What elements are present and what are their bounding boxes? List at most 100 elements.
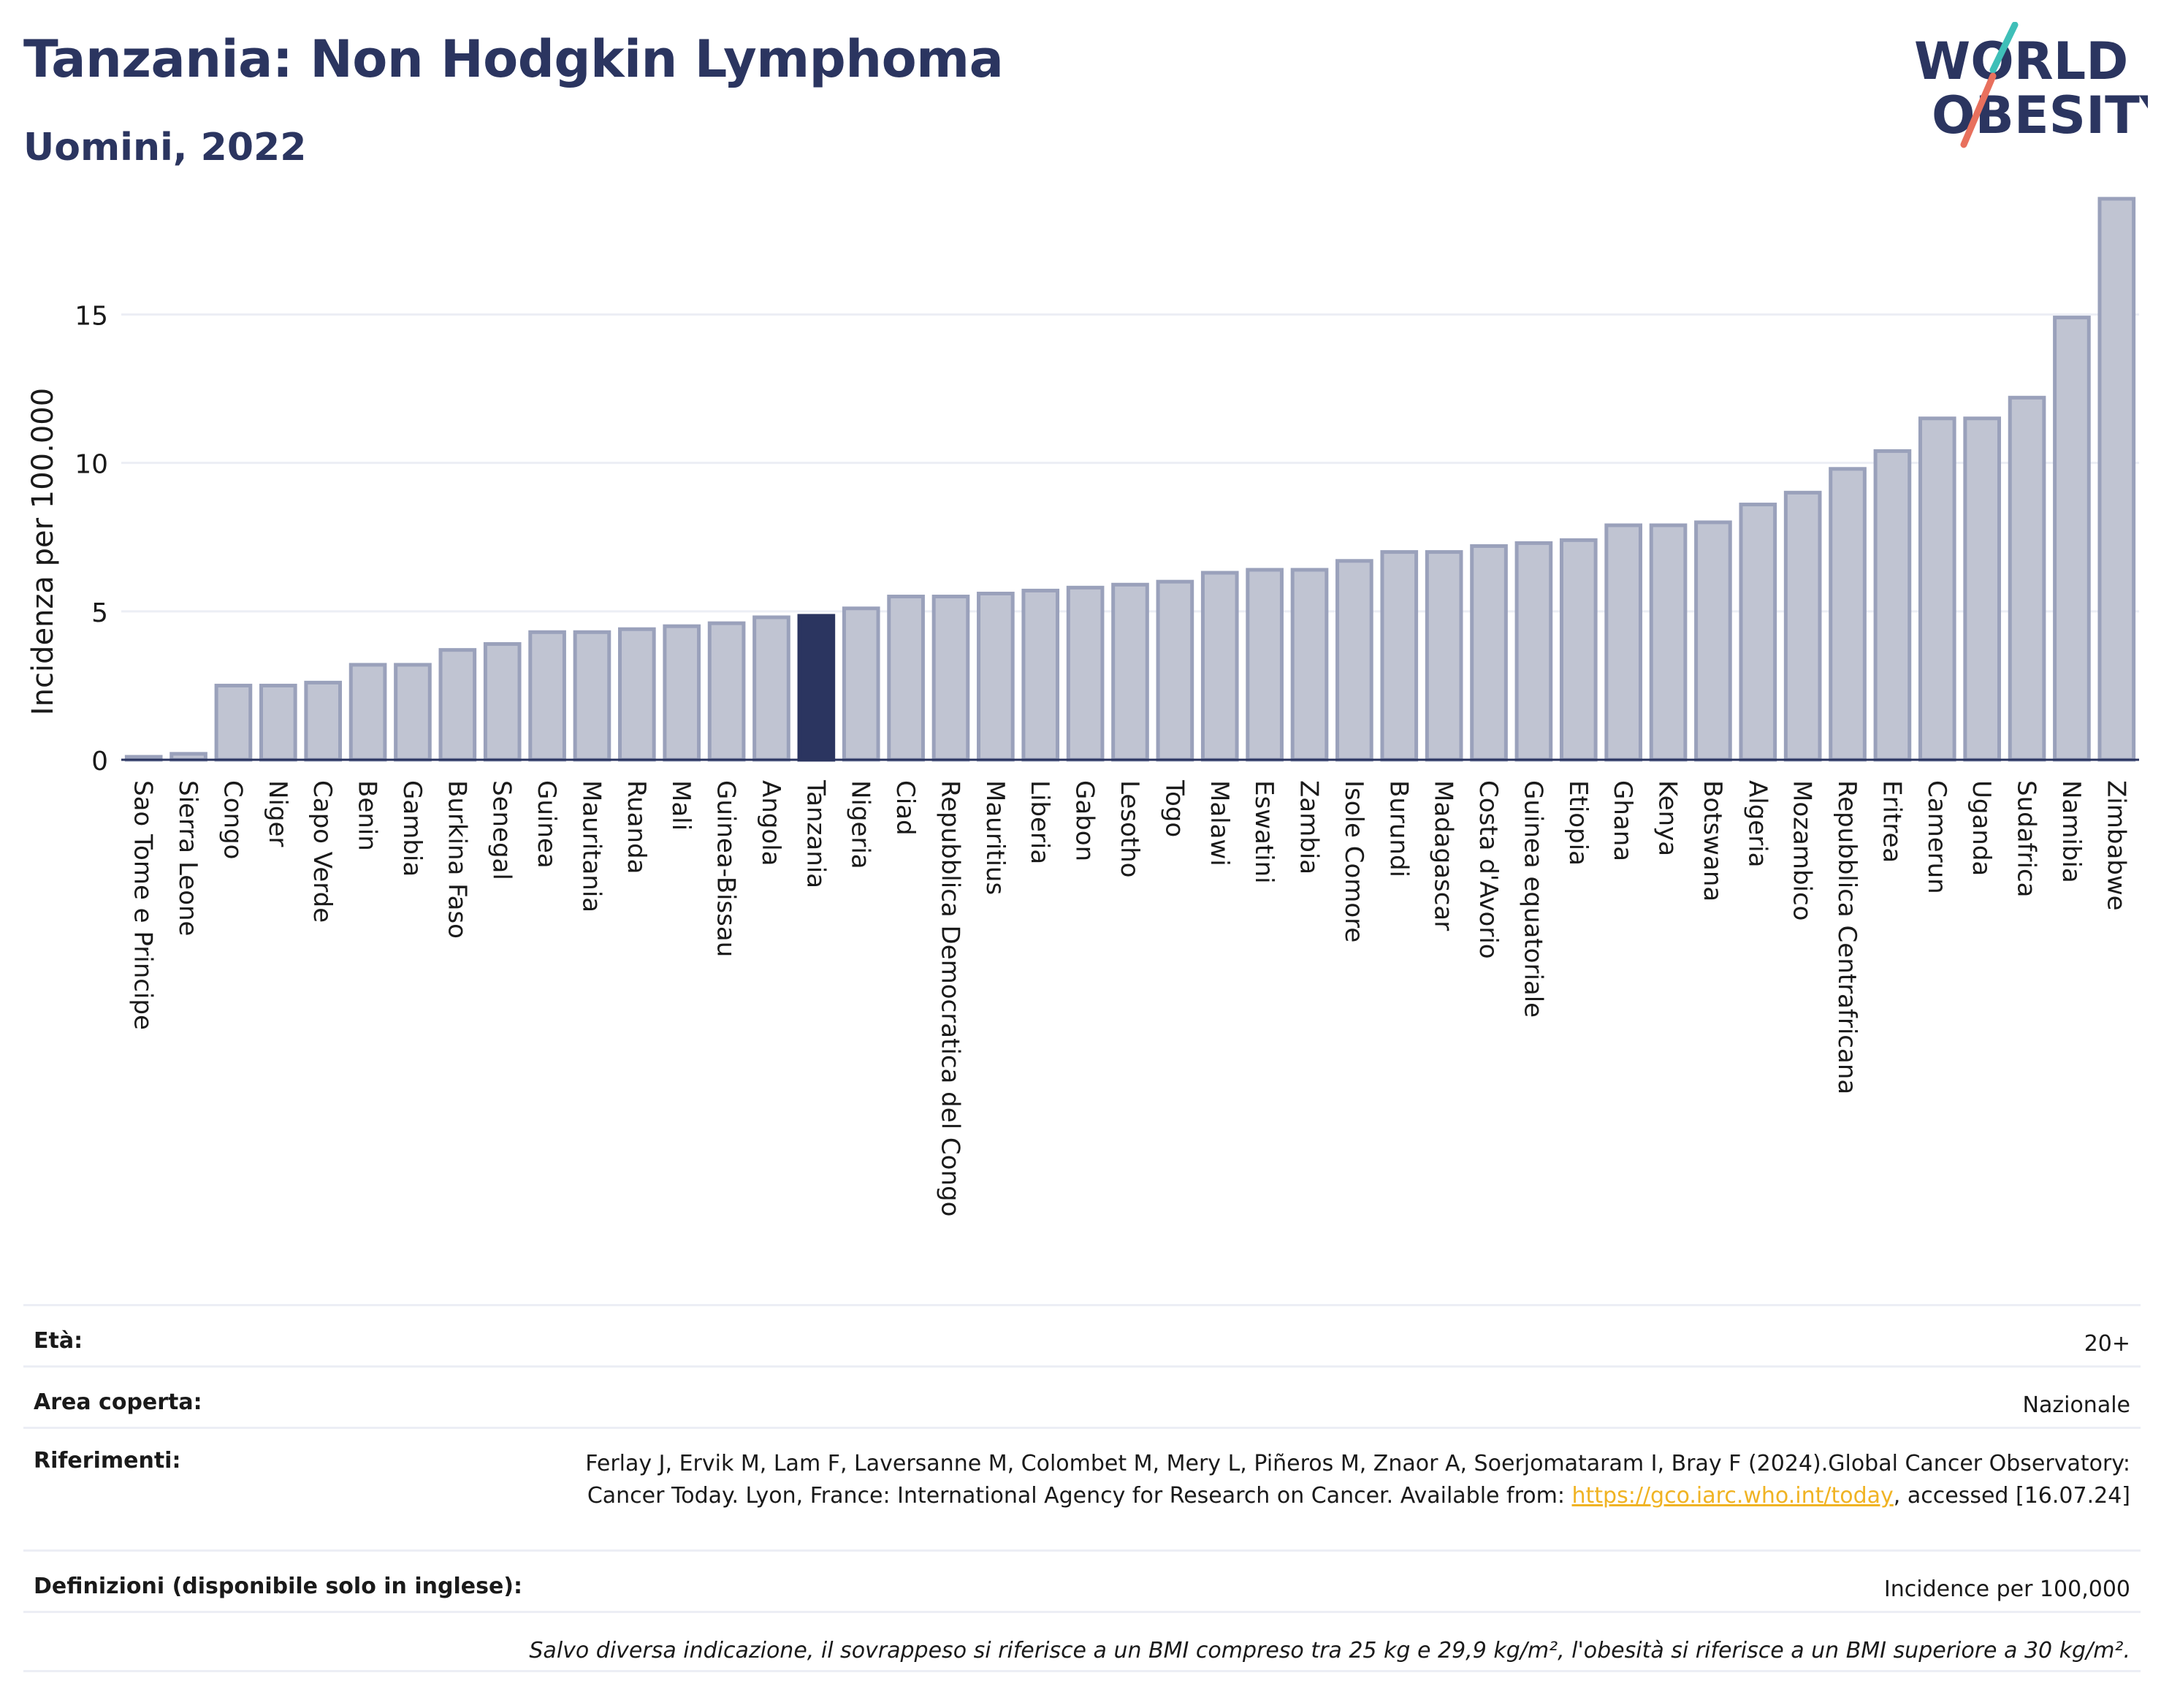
x-tick-label: Repubblica Democratica del Congo	[935, 780, 964, 1216]
y-tick-label: 0	[91, 747, 108, 777]
bar-camerun[interactable]	[1918, 416, 1956, 762]
y-tick-label: 15	[75, 302, 108, 332]
bar-mauritius[interactable]	[977, 591, 1015, 762]
bar-botswana[interactable]	[1694, 520, 1732, 762]
info-row-references: Riferimenti: Ferlay J, Ervik M, Lam F, L…	[23, 1427, 2141, 1549]
x-tick-label: Gabon	[1070, 780, 1099, 861]
x-tick-label: Mauritania	[576, 780, 606, 912]
bar-mozambico[interactable]	[1783, 490, 1822, 762]
x-tick-label: Sierra Leone	[173, 780, 202, 936]
bar-repubblica-democratica-del-congo[interactable]	[931, 595, 970, 762]
logo-slash-coral-icon	[1960, 72, 1997, 148]
bar-angola[interactable]	[752, 615, 790, 762]
bar-lesotho[interactable]	[1111, 582, 1149, 762]
bar-isole-comore[interactable]	[1335, 559, 1373, 762]
x-tick-label: Guinea	[532, 780, 561, 869]
bar-etiopia[interactable]	[1559, 538, 1598, 762]
x-tick-label: Eritrea	[1877, 780, 1906, 863]
bar-zimbabwe[interactable]	[2097, 197, 2136, 762]
definitions-label: Definizioni (disponibile solo in inglese…	[34, 1574, 522, 1599]
bar-burundi[interactable]	[1380, 550, 1419, 762]
bar-uganda[interactable]	[1963, 416, 2002, 762]
area-label: Area coperta:	[34, 1389, 202, 1415]
info-row-area: Area coperta: Nazionale	[23, 1365, 2141, 1427]
logo-slash-teal-icon	[1989, 22, 2019, 74]
bar-repubblica-centrafricana[interactable]	[1829, 467, 1867, 762]
x-tick-label: Capo Verde	[308, 780, 337, 923]
y-axis-label: Incidenza per 100.000	[26, 388, 60, 715]
bar-gambia[interactable]	[394, 663, 432, 762]
bar-niger[interactable]	[259, 683, 297, 762]
bar-malawi[interactable]	[1200, 571, 1239, 762]
bar-ghana[interactable]	[1604, 523, 1642, 762]
x-tick-label: Kenya	[1653, 780, 1682, 856]
x-tick-label: Nigeria	[846, 780, 875, 869]
y-tick-label: 5	[91, 598, 108, 628]
x-tick-label: Liberia	[1025, 780, 1054, 864]
bar-namibia[interactable]	[2053, 316, 2091, 762]
references-link[interactable]: https://gco.iarc.who.int/today	[1571, 1483, 1894, 1509]
world-obesity-logo: WORLD OBESITY	[1914, 22, 2148, 148]
x-tick-label: Tanzania	[801, 779, 830, 888]
bar-mali[interactable]	[663, 624, 701, 762]
x-tick-label: Camerun	[1922, 780, 1951, 894]
x-tick-label: Guinea-Bissau	[712, 780, 741, 957]
bar-eritrea[interactable]	[1873, 449, 1912, 762]
bar-mauritania[interactable]	[573, 630, 611, 762]
x-tick-label: Isole Comore	[1339, 780, 1368, 942]
definitions-value: Incidence per 100,000	[1883, 1577, 2130, 1602]
x-tick-label: Etiopia	[1563, 780, 1593, 866]
bar-eswatini[interactable]	[1246, 568, 1284, 762]
bar-guinea-equatoriale[interactable]	[1514, 541, 1553, 762]
bar-togo[interactable]	[1156, 579, 1194, 762]
bar-liberia[interactable]	[1021, 588, 1060, 762]
x-tick-label: Burundi	[1384, 780, 1413, 877]
bar-ciad[interactable]	[887, 595, 925, 762]
x-tick-label: Burkina Faso	[442, 780, 471, 939]
bar-madagascar[interactable]	[1425, 550, 1463, 762]
x-tick-label: Ghana	[1608, 780, 1637, 861]
x-tick-label: Zambia	[1295, 780, 1324, 874]
bar-ruanda[interactable]	[618, 627, 656, 762]
bar-capo-verde[interactable]	[304, 680, 343, 762]
x-tick-label: Mozambico	[1788, 780, 1817, 920]
x-tick-label: Niger	[263, 780, 292, 847]
age-label: Età:	[34, 1328, 83, 1354]
bar-congo[interactable]	[214, 683, 253, 762]
bar-guinea-bissau[interactable]	[707, 621, 746, 762]
bar-kenya[interactable]	[1649, 523, 1688, 762]
age-value: 20+	[2084, 1331, 2130, 1357]
bar-sudafrica[interactable]	[2008, 395, 2046, 762]
x-tick-label: Algeria	[1742, 780, 1772, 867]
x-tick-label: Congo	[218, 780, 247, 859]
x-tick-label: Togo	[1159, 779, 1189, 837]
references-label: Riferimenti:	[34, 1448, 181, 1473]
bar-algeria[interactable]	[1739, 503, 1777, 762]
bar-benin[interactable]	[348, 663, 387, 762]
x-tick-label: Costa d'Avorio	[1474, 780, 1503, 959]
bar-zambia[interactable]	[1290, 568, 1329, 762]
references-tail: , accessed [16.07.24]	[1893, 1483, 2130, 1509]
bar-costa-d-avorio[interactable]	[1470, 544, 1508, 762]
x-tick-label: Uganda	[1967, 780, 1996, 876]
bar-senegal[interactable]	[483, 642, 522, 762]
bar-tanzania[interactable]	[797, 614, 836, 762]
x-tick-label: Madagascar	[1429, 780, 1458, 931]
bar-guinea[interactable]	[528, 630, 566, 762]
bar-burkina-faso[interactable]	[438, 648, 477, 762]
bar-gabon[interactable]	[1066, 585, 1105, 762]
x-tick-label: Guinea equatoriale	[1518, 780, 1547, 1018]
references-text: Ferlay J, Ervik M, Lam F, Laversanne M, …	[585, 1451, 2130, 1509]
info-row-definitions: Definizioni (disponibile solo in inglese…	[23, 1549, 2141, 1611]
x-tick-label: Senegal	[487, 780, 517, 880]
chart-subtitle: Uomini, 2022	[23, 126, 307, 169]
bars	[124, 197, 2136, 762]
footnote: Salvo diversa indicazione, il sovrappeso…	[529, 1638, 2130, 1663]
logo-text-world: WORLD	[1914, 31, 2128, 91]
x-tick-label: Malawi	[1205, 780, 1234, 866]
bar-nigeria[interactable]	[842, 606, 880, 762]
area-value: Nazionale	[2022, 1392, 2130, 1418]
references-value: Ferlay J, Ervik M, Lam F, Laversanne M, …	[560, 1448, 2130, 1512]
x-tick-label: Sao Tome e Principe	[129, 780, 158, 1030]
x-tick-label: Benin	[353, 780, 382, 851]
